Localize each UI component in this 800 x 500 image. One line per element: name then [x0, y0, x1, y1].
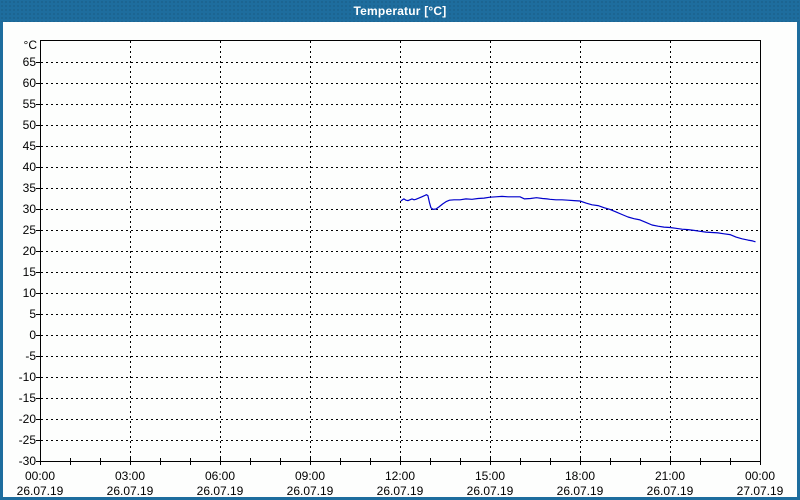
x-tick-time-label: 18:00	[565, 469, 595, 483]
y-tick-label: 35	[23, 181, 37, 195]
y-tick-label: 0	[29, 328, 36, 342]
x-tick-date-label: 26.07.19	[557, 484, 604, 498]
y-tick-label: -5	[25, 349, 36, 363]
x-tick-date-label: 27.07.19	[737, 484, 784, 498]
y-tick-label: 30	[23, 202, 37, 216]
x-tick-time-label: 12:00	[385, 469, 415, 483]
y-tick-label: 10	[23, 286, 37, 300]
x-tick-time-label: 21:00	[655, 469, 685, 483]
y-tick-label: 65	[23, 55, 37, 69]
x-tick-date-label: 26.07.19	[377, 484, 424, 498]
x-tick-time-label: 06:00	[205, 469, 235, 483]
title-bar[interactable]: Temperatur [°C]	[0, 0, 800, 22]
x-tick-date-label: 26.07.19	[287, 484, 334, 498]
y-axis-unit-label: °C	[24, 38, 38, 52]
y-tick-label: 5	[29, 307, 36, 321]
x-tick-date-label: 26.07.19	[467, 484, 514, 498]
grid-lines	[41, 41, 760, 460]
y-tick-label: -15	[19, 391, 37, 405]
x-tick-time-label: 00:00	[25, 469, 55, 483]
window-title: Temperatur [°C]	[353, 4, 447, 18]
y-tick-label: 55	[23, 97, 37, 111]
y-tick-label: -20	[19, 412, 37, 426]
x-tick-date-label: 26.07.19	[107, 484, 154, 498]
x-tick-date-label: 26.07.19	[197, 484, 244, 498]
y-tick-label: 60	[23, 76, 37, 90]
axis-ticks	[36, 62, 761, 465]
y-tick-label: -30	[19, 454, 37, 468]
x-axis-labels: 00:0026.07.1903:0026.07.1906:0026.07.190…	[17, 469, 784, 498]
y-tick-label: 20	[23, 244, 37, 258]
y-tick-label: -10	[19, 370, 37, 384]
x-tick-time-label: 03:00	[115, 469, 145, 483]
temperature-series-line	[400, 194, 756, 243]
y-tick-label: -25	[19, 433, 37, 447]
x-tick-date-label: 26.07.19	[17, 484, 64, 498]
x-tick-time-label: 15:00	[475, 469, 505, 483]
y-tick-label: 40	[23, 160, 37, 174]
x-tick-time-label: 09:00	[295, 469, 325, 483]
chart-area: 65 60 55 50 45 40 35 30 25 20 15 10 5 0 -5 -10 -15 -20 -25…	[3, 22, 797, 498]
x-tick-date-label: 26.07.19	[647, 484, 694, 498]
y-tick-label: 50	[23, 118, 37, 132]
y-tick-label: 25	[23, 223, 37, 237]
x-tick-time-label: 00:00	[745, 469, 775, 483]
y-axis-labels: 65605550454035302520151050-5-10-15-20-25…	[19, 38, 38, 468]
y-tick-label: 15	[23, 265, 37, 279]
y-tick-label: 45	[23, 139, 37, 153]
